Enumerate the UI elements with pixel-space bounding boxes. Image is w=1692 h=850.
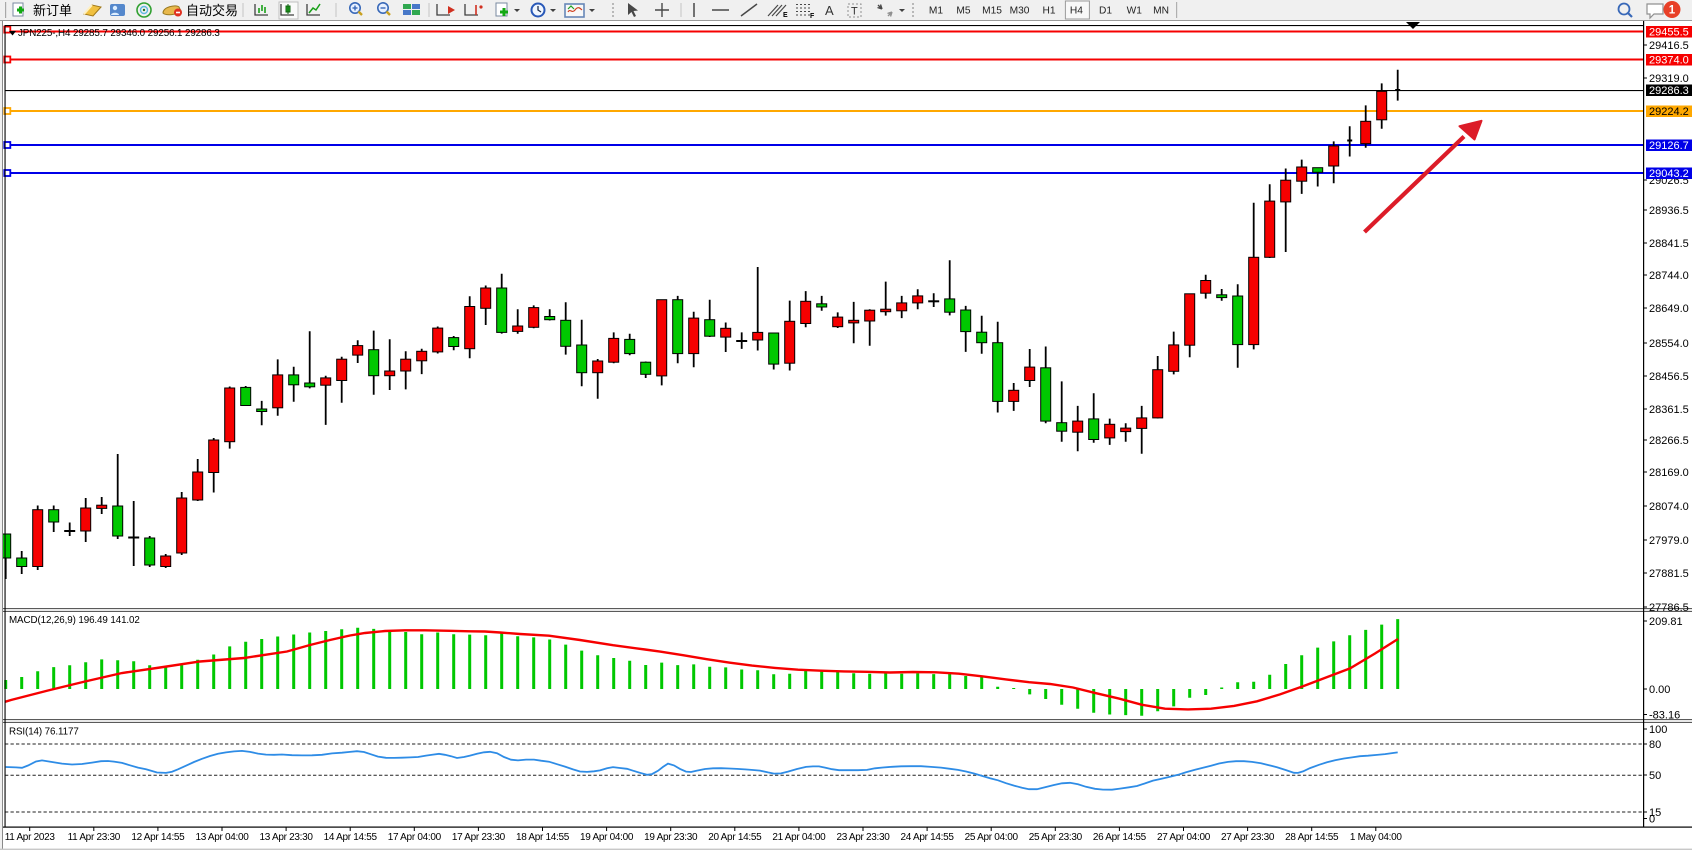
svg-text:0: 0 <box>1649 814 1655 826</box>
svg-text:11 Apr 2023: 11 Apr 2023 <box>5 832 56 843</box>
svg-text:28169.0: 28169.0 <box>1649 467 1689 479</box>
svg-text:新订单: 新订单 <box>33 3 72 18</box>
svg-text:27 Apr 23:30: 27 Apr 23:30 <box>1221 832 1275 843</box>
svg-text:11 Apr 23:30: 11 Apr 23:30 <box>68 832 121 843</box>
svg-text:H4: H4 <box>1070 6 1083 17</box>
svg-text:27979.0: 27979.0 <box>1649 535 1689 547</box>
svg-text:W1: W1 <box>1127 6 1143 17</box>
svg-text:27786.5: 27786.5 <box>1649 602 1689 614</box>
svg-text:29043.2: 29043.2 <box>1649 168 1689 180</box>
svg-text:RSI(14) 76.1177: RSI(14) 76.1177 <box>9 727 79 738</box>
svg-text:100: 100 <box>1649 724 1667 736</box>
svg-text:28361.5: 28361.5 <box>1649 404 1689 416</box>
svg-text:28074.0: 28074.0 <box>1649 501 1689 513</box>
svg-text:13 Apr 23:30: 13 Apr 23:30 <box>260 832 314 843</box>
svg-text:50: 50 <box>1649 770 1661 782</box>
svg-text:29455.5: 29455.5 <box>1649 27 1689 39</box>
svg-text:29416.5: 29416.5 <box>1649 40 1689 52</box>
svg-text:28 Apr 14:55: 28 Apr 14:55 <box>1285 832 1339 843</box>
svg-text:17 Apr 23:30: 17 Apr 23:30 <box>452 832 506 843</box>
svg-text:JPN225-,H4 29285.7 29346.0 29: JPN225-,H4 29285.7 29346.0 29256.1 29286… <box>18 28 220 39</box>
svg-text:29224.2: 29224.2 <box>1649 106 1689 118</box>
svg-text:29319.0: 29319.0 <box>1649 73 1689 85</box>
svg-text:F: F <box>810 13 815 20</box>
svg-text:80: 80 <box>1649 739 1661 751</box>
svg-text:28841.5: 28841.5 <box>1649 238 1689 250</box>
svg-text:13 Apr 04:00: 13 Apr 04:00 <box>195 832 249 843</box>
svg-text:24 Apr 14:55: 24 Apr 14:55 <box>901 832 955 843</box>
svg-text:23 Apr 23:30: 23 Apr 23:30 <box>836 832 890 843</box>
svg-text:M30: M30 <box>1010 6 1030 17</box>
svg-text:26 Apr 14:55: 26 Apr 14:55 <box>1093 832 1147 843</box>
svg-text:18 Apr 14:55: 18 Apr 14:55 <box>516 832 570 843</box>
svg-text:28744.0: 28744.0 <box>1649 270 1689 282</box>
svg-text:1: 1 <box>1669 5 1676 17</box>
svg-text:209.81: 209.81 <box>1649 616 1683 628</box>
svg-text:15: 15 <box>1649 807 1661 819</box>
svg-text:14 Apr 14:55: 14 Apr 14:55 <box>324 832 378 843</box>
svg-text:17 Apr 04:00: 17 Apr 04:00 <box>388 832 442 843</box>
svg-text:H1: H1 <box>1042 6 1055 17</box>
svg-text:M1: M1 <box>929 6 943 17</box>
svg-text:A: A <box>825 3 834 18</box>
svg-text:25 Apr 23:30: 25 Apr 23:30 <box>1029 832 1083 843</box>
svg-text:M15: M15 <box>982 6 1002 17</box>
svg-text:28456.5: 28456.5 <box>1649 371 1689 383</box>
svg-text:E: E <box>783 12 788 19</box>
svg-text:-83.16: -83.16 <box>1649 710 1680 722</box>
svg-text:25 Apr 04:00: 25 Apr 04:00 <box>965 832 1019 843</box>
svg-text:MN: MN <box>1153 6 1169 17</box>
svg-text:29126.7: 29126.7 <box>1649 140 1689 152</box>
svg-text:MACD(12,26,9) 196.49 141.02: MACD(12,26,9) 196.49 141.02 <box>9 615 140 626</box>
svg-text:28266.5: 28266.5 <box>1649 435 1689 447</box>
svg-text:1 May 04:00: 1 May 04:00 <box>1350 832 1402 843</box>
svg-text:19 Apr 04:00: 19 Apr 04:00 <box>580 832 634 843</box>
svg-text:28649.0: 28649.0 <box>1649 303 1689 315</box>
svg-text:D1: D1 <box>1099 6 1112 17</box>
svg-text:28936.5: 28936.5 <box>1649 205 1689 217</box>
svg-text:27 Apr 04:00: 27 Apr 04:00 <box>1157 832 1211 843</box>
svg-text:0.00: 0.00 <box>1649 684 1670 696</box>
svg-text:28554.0: 28554.0 <box>1649 338 1689 350</box>
svg-text:29374.0: 29374.0 <box>1649 55 1689 67</box>
svg-text:M5: M5 <box>956 6 970 17</box>
svg-text:T: T <box>851 6 858 18</box>
svg-text:12 Apr 14:55: 12 Apr 14:55 <box>131 832 185 843</box>
svg-text:19 Apr 23:30: 19 Apr 23:30 <box>644 832 698 843</box>
svg-text:21 Apr 04:00: 21 Apr 04:00 <box>772 832 826 843</box>
svg-text:自动交易: 自动交易 <box>186 3 238 18</box>
svg-text:27881.5: 27881.5 <box>1649 568 1689 580</box>
svg-text:20 Apr 14:55: 20 Apr 14:55 <box>708 832 762 843</box>
svg-text:29286.3: 29286.3 <box>1649 85 1689 97</box>
